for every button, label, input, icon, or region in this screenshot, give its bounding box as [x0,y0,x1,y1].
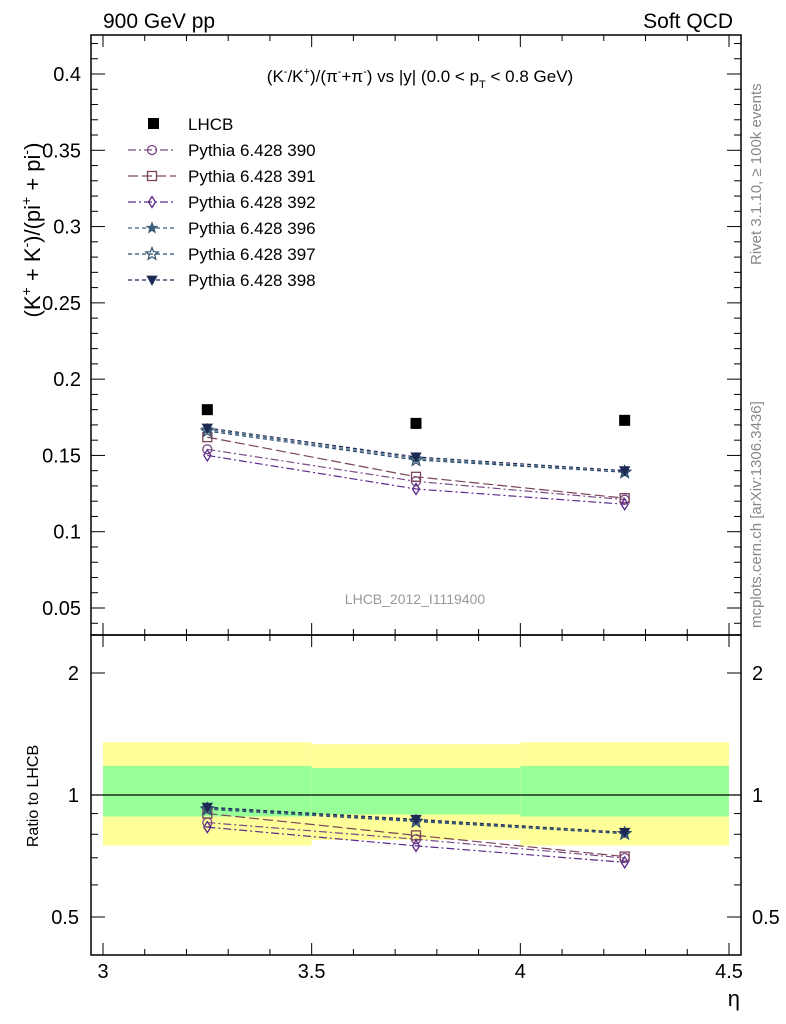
title-e-sub: T [479,79,486,91]
title-b-sup: + [304,66,310,78]
ylabel-b-sup: - [18,243,34,248]
legend-marker [146,275,158,286]
reference-point [410,417,422,429]
series-point [199,422,216,438]
ratio-series-point [620,855,629,870]
legend-label: Pythia 6.428 390 [188,141,316,160]
ratio-band-inner [520,765,729,817]
legend-marker-reference [148,118,159,129]
legend-marker [144,245,160,261]
ylabel-e: ) [20,143,45,150]
axis-ticks: 3 3.5 4 4.5 0.05 0.1 0.15 0.2 0.25 0.3 0.35 0.4 0.5 0… [42,35,780,983]
reference-point [619,414,631,426]
title-b: /K [287,67,304,86]
ratio-series-point [618,827,631,839]
series-point [410,471,422,482]
ratio-series-point [410,814,422,826]
y-tick-label: 0.3 [53,217,81,239]
x-tick-label: 4.5 [715,961,743,983]
title-a: (K [267,67,285,86]
y-tick-label: 0.1 [53,522,81,544]
series-layer [199,404,633,870]
title-e: ) vs |y| (0.0 < p [367,67,479,86]
ylabel-d: + pi [20,155,45,197]
ylabel-d-sup: - [18,150,34,155]
x-tick-label: 3.5 [298,961,326,983]
y-tick-label: 0.15 [42,445,81,467]
series-point [408,451,424,467]
series-point [410,452,422,463]
ylabel-c-sup: + [18,197,34,205]
title-a-sup: - [284,66,288,78]
ratio-series-point [619,851,630,862]
title-f: < 0.8 GeV) [486,67,573,86]
legend-label: Pythia 6.428 392 [188,193,316,212]
legend-marker [146,170,158,182]
legend-marker [147,195,157,209]
title-c-sup: - [338,66,342,78]
legend-label-reference: LHCB [188,115,233,134]
ratio-series-point [201,802,214,814]
analysis-watermark: LHCB_2012_I1119400 [345,591,486,607]
series-line [207,454,625,505]
legend-label: Pythia 6.428 396 [188,219,316,238]
header-left: 900 GeV pp [103,10,215,33]
legend-label: Pythia 6.428 397 [188,245,316,264]
chart-title: (K-/K+)/(π-+π-) vs |y| (0.0 < pT < 0.8 G… [267,66,573,91]
series-point [618,466,631,477]
mcplots-label: mcplots.cern.ch [arXiv:1306.3436] [748,401,765,628]
header-right: Soft QCD [643,10,733,33]
ratio-y-tick-label: 2 [68,663,79,685]
ratio-band-inner [311,768,521,815]
ratio-y-tick-label-right: 1 [752,785,763,807]
y-tick-label: 0.25 [42,293,81,315]
series-point [620,497,629,511]
series-line [207,436,625,499]
series-point [201,423,214,434]
y-tick-label: 0.35 [42,140,81,162]
ylabel-a-sup: + [18,287,34,295]
ratio-bands [91,742,741,846]
legend: LHCB Pythia 6.428 390 Pythia 6.428 391 Pyth… [128,115,316,290]
ratio-y-tick-label: 0.5 [51,907,79,929]
x-tick-label: 3 [97,961,108,983]
legend-label: Pythia 6.428 391 [188,167,316,186]
ratio-y-tick-label: 1 [68,785,79,807]
ratio-y-axis-label: Ratio to LHCB [25,745,42,847]
series-line [207,428,625,473]
ratio-series-point [411,839,421,853]
ratio-series-line [207,826,625,863]
ylabel-b: + K [20,247,45,287]
title-d: +π [341,67,363,86]
y-tick-label: 0.4 [53,64,81,86]
ratio-y-tick-label-right: 2 [752,663,763,685]
y-axis-label: (K+ + K-)/(pi+ + pi-) [18,143,45,318]
ylabel-a: (K [20,295,45,317]
legend-marker [146,144,158,156]
legend-marker [145,221,159,234]
series-point [619,492,630,504]
x-axis-label: η [728,986,740,1011]
x-tick-label: 4 [515,961,526,983]
ratio-y-tick-label-right: 0.5 [752,907,780,929]
ratio-series-point [203,820,212,834]
reference-point [201,404,213,416]
ylabel-c: )/(pi [20,205,45,243]
series-point [411,482,421,496]
title-c: )/(π [310,67,338,86]
series-point [202,444,213,455]
legend-label: Pythia 6.428 398 [188,271,316,290]
rivet-label: Rivet 3.1.10, ≥ 100k events [748,83,765,265]
y-tick-label: 0.2 [53,369,81,391]
title-d-sup: - [363,66,367,78]
y-tick-label: 0.05 [42,598,81,620]
series-point [203,448,212,463]
